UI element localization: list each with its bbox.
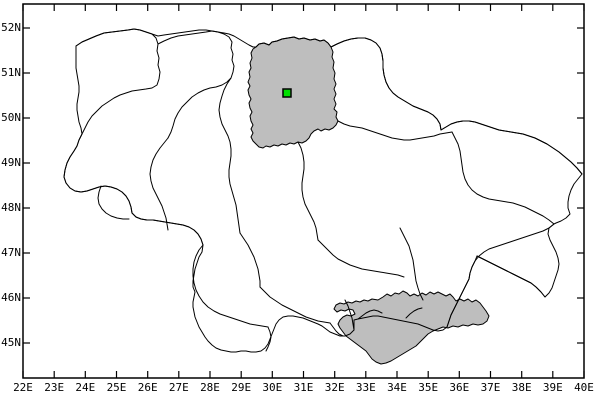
- x-tick-label-31e: 31E: [293, 381, 314, 394]
- y-tick-label-51n: 51N: [1, 66, 21, 79]
- coastline-detail-dnipro-mouth: [329, 322, 344, 337]
- border-dnipropetrovsk: [399, 227, 424, 301]
- border-cherkasy: [297, 141, 319, 241]
- shaded-region-southern: [333, 290, 490, 365]
- national-border-outline: [63, 28, 583, 353]
- x-tick-label-30e: 30E: [262, 381, 283, 394]
- x-tick-label-25e: 25E: [106, 381, 127, 394]
- x-tick-label-33e: 33E: [355, 381, 376, 394]
- x-tick-label-40e: 40E: [574, 381, 594, 394]
- border-mykolaiv: [259, 286, 331, 324]
- x-tick-label-29e: 29E: [231, 381, 252, 394]
- site-marker[interactable]: [282, 88, 292, 98]
- border-chernivtsi: [97, 185, 130, 220]
- y-ticks-left: [23, 27, 30, 344]
- map-geometry: [63, 28, 583, 365]
- x-ticks-top: [22, 4, 585, 11]
- border-poltava: [451, 131, 555, 225]
- x-tick-label-22e: 22E: [13, 381, 33, 394]
- x-tick-label-23e: 23E: [44, 381, 65, 394]
- y-tick-label-48n: 48N: [1, 201, 21, 214]
- x-tick-label-38e: 38E: [511, 381, 532, 394]
- axis-ticks: [22, 4, 585, 378]
- x-tick-label-32e: 32E: [324, 381, 345, 394]
- x-tick-label-34e: 34E: [387, 381, 407, 394]
- x-ticks-bottom: [22, 371, 585, 378]
- border-vinnytsia: [239, 232, 261, 288]
- coastline-detail-sivash: [357, 309, 383, 320]
- x-tick-label-39e: 39E: [542, 381, 563, 394]
- border-ternopil: [149, 137, 169, 231]
- oblast-border-lines: [63, 28, 583, 353]
- x-tick-label-24e: 24E: [75, 381, 96, 394]
- y-tick-label-47n: 47N: [1, 246, 21, 259]
- y-tick-label-52n: 52N: [1, 21, 21, 34]
- x-tick-label-28e: 28E: [200, 381, 220, 394]
- x-tick-label-35e: 35E: [418, 381, 439, 394]
- coastline-detail-spit: [405, 307, 423, 319]
- border-rivne: [157, 30, 235, 139]
- y-tick-label-50n: 50N: [1, 111, 21, 124]
- y-tick-label-45n: 45N: [1, 336, 21, 349]
- y-ticks-right: [577, 27, 584, 344]
- x-tick-label-36e: 36E: [449, 381, 470, 394]
- border-kherson: [344, 299, 355, 331]
- border-khmelnytskyi: [218, 77, 241, 234]
- y-tick-label-49n: 49N: [1, 156, 21, 169]
- border-odesa: [192, 244, 269, 328]
- y-tick-label-46n: 46N: [1, 291, 21, 304]
- x-tick-label-26e: 26E: [137, 381, 158, 394]
- border-kirovohrad: [317, 239, 405, 278]
- border-kyiv-east: [337, 120, 453, 141]
- x-tick-label-27e: 27E: [168, 381, 189, 394]
- x-tick-label-37e: 37E: [480, 381, 501, 394]
- coastline-detail-estuaries: [265, 326, 272, 352]
